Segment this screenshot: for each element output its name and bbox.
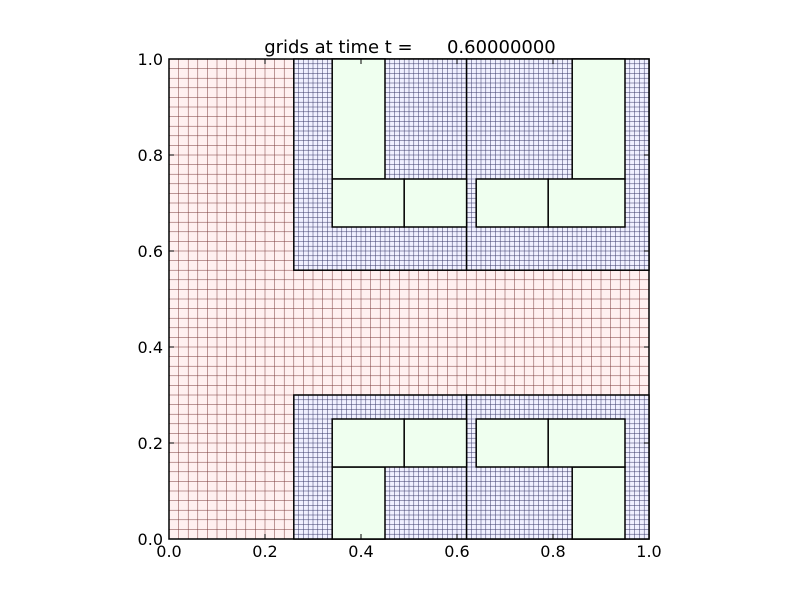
y-tick-label: 0.4 <box>138 338 163 357</box>
chart-title: grids at time t = 0.60000000 <box>264 37 556 58</box>
x-tick-label: 0.6 <box>444 542 469 561</box>
patch <box>404 179 467 227</box>
y-tick-label: 0.2 <box>138 434 163 453</box>
patch <box>476 419 549 467</box>
patch <box>332 179 405 227</box>
patch <box>404 419 467 467</box>
patch <box>476 179 549 227</box>
patch-border <box>403 418 468 468</box>
y-tick-label: 0.0 <box>138 530 163 549</box>
patch-border <box>403 178 468 228</box>
y-tick-label: 0.8 <box>138 146 163 165</box>
x-tick-label: 1.0 <box>636 542 661 561</box>
patch <box>332 419 405 467</box>
patch <box>332 59 385 179</box>
x-tick-label: 0.0 <box>156 542 181 561</box>
x-tick-label: 0.2 <box>252 542 277 561</box>
patch-border <box>547 178 626 228</box>
plot-frame <box>168 58 650 540</box>
patch <box>548 419 625 467</box>
x-tick-label: 0.4 <box>348 542 373 561</box>
y-tick-label: 1.0 <box>138 50 163 69</box>
x-tick-label: 0.8 <box>540 542 565 561</box>
y-tick-label: 0.6 <box>138 242 163 261</box>
patch <box>572 59 625 179</box>
patch <box>548 179 625 227</box>
patch <box>572 467 625 539</box>
patch <box>332 467 385 539</box>
patch-border <box>547 418 626 468</box>
